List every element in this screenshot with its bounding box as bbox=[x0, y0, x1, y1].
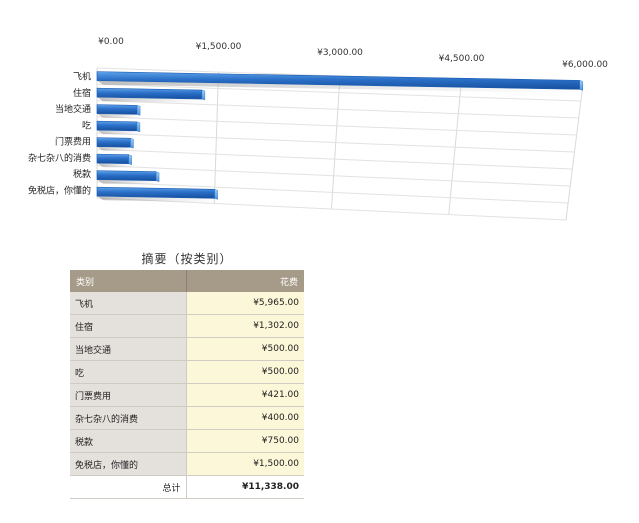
row-cost: ¥421.00 bbox=[186, 383, 304, 407]
bar-shadow bbox=[97, 113, 144, 119]
row-category: 飞机 bbox=[70, 292, 187, 315]
gridline-horizontal bbox=[96, 165, 571, 187]
table-row: 免税店，你懂的 ¥1,500.00 bbox=[70, 452, 304, 476]
bar-end-cap bbox=[579, 80, 583, 91]
category-label: 税款 bbox=[73, 168, 91, 180]
row-category: 杂七杂八的消费 bbox=[70, 406, 187, 430]
row-cost: ¥5,965.00 bbox=[186, 292, 304, 315]
gridline-horizontal bbox=[96, 83, 581, 102]
bar-shadow bbox=[97, 146, 137, 152]
bar bbox=[96, 137, 131, 148]
table-row: 住宿 ¥1,302.00 bbox=[70, 314, 304, 338]
category-label: 吃 bbox=[82, 119, 91, 131]
table-row: 杂七杂八的消费 ¥400.00 bbox=[70, 406, 304, 430]
gridline-horizontal bbox=[96, 132, 575, 153]
table-row: 门票费用 ¥421.00 bbox=[70, 383, 304, 407]
row-category: 门票费用 bbox=[70, 383, 187, 407]
table-row: 税款 ¥750.00 bbox=[70, 429, 304, 453]
gridline-horizontal bbox=[96, 116, 577, 136]
total-value: ¥11,338.00 bbox=[186, 475, 304, 499]
category-label: 住宿 bbox=[73, 87, 91, 99]
bar-end-cap bbox=[155, 171, 160, 183]
bar-shadow bbox=[97, 97, 208, 104]
row-category: 免税店，你懂的 bbox=[70, 452, 187, 476]
category-label: 飞机 bbox=[73, 71, 91, 83]
bar-shadow bbox=[97, 130, 143, 135]
row-cost: ¥400.00 bbox=[186, 406, 304, 430]
row-category: 税款 bbox=[70, 429, 187, 453]
category-label: 免税店，你懂的 bbox=[28, 184, 91, 196]
row-category: 吃 bbox=[70, 360, 187, 384]
row-cost: ¥500.00 bbox=[186, 360, 304, 384]
bar-shadow bbox=[97, 163, 135, 168]
x-tick-label: ¥0.00 bbox=[98, 37, 124, 47]
gridline-horizontal bbox=[96, 197, 567, 221]
total-label: 总计 bbox=[70, 475, 187, 499]
bar bbox=[96, 87, 203, 100]
bar-end-cap bbox=[201, 89, 206, 101]
gridline-horizontal bbox=[96, 100, 579, 119]
bar-end-cap bbox=[128, 154, 132, 165]
table-row: 吃 ¥500.00 bbox=[70, 360, 304, 384]
table-row: 当地交通 ¥500.00 bbox=[70, 337, 304, 361]
x-tick-label: ¥4,500.00 bbox=[439, 54, 485, 64]
summary-table: 类别 花费 飞机 ¥5,965.00 住宿 ¥1,302.00 当地交通 ¥50… bbox=[70, 270, 304, 499]
expense-bar-chart: ¥0.00 ¥1,500.00 ¥3,000.00 ¥4,500.00 ¥6,000.0… bbox=[0, 0, 639, 235]
chart-plane bbox=[97, 68, 583, 220]
bar bbox=[96, 186, 215, 199]
category-label: 当地交通 bbox=[55, 103, 91, 115]
total-row: 总计 ¥11,338.00 bbox=[70, 475, 304, 499]
bar bbox=[96, 170, 157, 182]
bar bbox=[96, 153, 129, 165]
bar-shadow bbox=[97, 80, 586, 94]
header-category: 类别 bbox=[70, 270, 187, 292]
bar-end-cap bbox=[214, 189, 218, 200]
x-tick-label: ¥1,500.00 bbox=[196, 42, 242, 52]
bar-shadow bbox=[97, 196, 221, 203]
x-tick-label: ¥3,000.00 bbox=[317, 48, 363, 58]
chart-svg: ¥0.00 ¥1,500.00 ¥3,000.00 ¥4,500.00 ¥6,000.0… bbox=[28, 37, 608, 221]
bar-shadow bbox=[97, 179, 163, 185]
row-category: 当地交通 bbox=[70, 337, 187, 361]
summary-title: 摘要（按类别） bbox=[141, 252, 233, 266]
bar bbox=[96, 104, 138, 115]
bar bbox=[96, 120, 138, 132]
table-row: 飞机 ¥5,965.00 bbox=[70, 292, 304, 315]
bar-end-cap bbox=[136, 121, 141, 133]
gridline-horizontal bbox=[96, 148, 573, 170]
category-label: 门票费用 bbox=[55, 136, 91, 148]
x-tick-label: ¥6,000.00 bbox=[562, 60, 608, 70]
row-category: 住宿 bbox=[70, 314, 187, 338]
row-cost: ¥1,302.00 bbox=[186, 314, 304, 338]
row-cost: ¥750.00 bbox=[186, 429, 304, 453]
bar-end-cap bbox=[136, 105, 141, 116]
row-cost: ¥500.00 bbox=[186, 337, 304, 361]
bar-end-cap bbox=[130, 137, 134, 149]
table-header-row: 类别 花费 bbox=[70, 270, 304, 292]
gridline-horizontal bbox=[96, 181, 569, 204]
header-cost: 花费 bbox=[186, 270, 304, 292]
category-label: 杂七杂八的消费 bbox=[28, 152, 91, 164]
row-cost: ¥1,500.00 bbox=[186, 452, 304, 476]
